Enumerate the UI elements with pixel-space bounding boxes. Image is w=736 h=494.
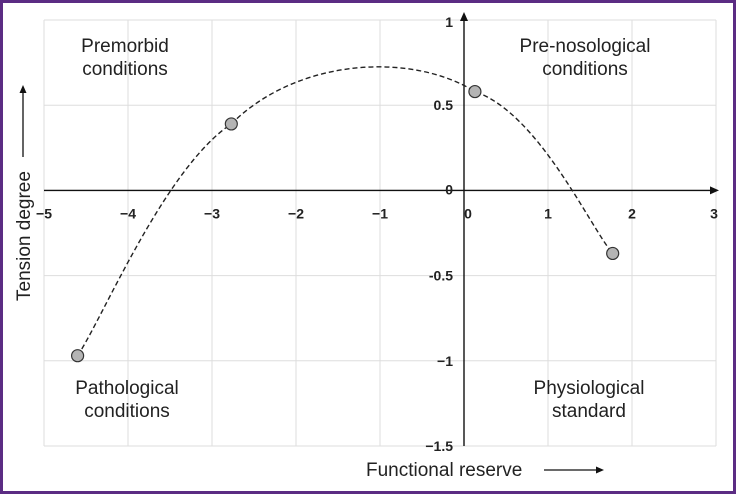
y-axis-label: Tension degree: [14, 171, 35, 301]
y-axis-arrowhead: [460, 12, 468, 21]
y-tick-label: -0.5: [429, 268, 453, 284]
x-tick-label: 2: [628, 205, 636, 221]
y-axis-title: Tension degree: [14, 85, 35, 301]
quadrant-label-line: conditions: [82, 59, 168, 80]
x-tick-label: 1: [544, 205, 552, 221]
data-point: [606, 246, 620, 261]
x-tick-label: −2: [288, 205, 304, 221]
quadrant-label-line: conditions: [84, 401, 170, 422]
data-point: [468, 84, 482, 99]
quadrant-label-line: Premorbid: [81, 36, 169, 57]
y-tick-labels: 1 0.5 0 -0.5 −1 −1.5: [425, 14, 453, 454]
quadrant-label-line: conditions: [542, 59, 628, 80]
x-tick-label: −1: [372, 205, 388, 221]
axes: [44, 12, 719, 446]
y-tick-label: 0: [445, 181, 453, 197]
data-point: [224, 117, 238, 131]
quadrant-label-line: Pathological: [75, 378, 179, 399]
trend-curve: [77, 66, 614, 357]
data-points: [70, 84, 620, 363]
quadrant-label-line: Physiological: [534, 378, 645, 399]
quadrant-label-line: standard: [552, 401, 626, 422]
x-axis-title: Functional reserve: [366, 460, 604, 481]
y-tick-label: −1.5: [425, 438, 453, 454]
y-tick-label: 1: [445, 14, 453, 30]
x-tick-label: 3: [710, 205, 718, 221]
trend-line: [77, 66, 614, 357]
x-tick-labels: −5 −4 −3 −2 −1 0 1 2 3: [36, 205, 718, 221]
x-axis-title-arrowhead: [596, 466, 604, 474]
y-tick-label: −1: [437, 353, 453, 369]
x-tick-label: 0: [464, 205, 472, 221]
quadrant-label-line: Pre-nosological: [520, 36, 651, 57]
x-axis-arrowhead: [710, 186, 719, 195]
quadrant-label-premorbid: Premorbid conditions: [81, 36, 169, 80]
x-axis-label: Functional reserve: [366, 460, 522, 481]
quadrant-label-physiological: Physiological standard: [534, 378, 645, 422]
y-axis-title-arrowhead: [19, 85, 27, 93]
x-tick-label: −5: [36, 205, 52, 221]
x-tick-label: −3: [204, 205, 220, 221]
y-tick-label: 0.5: [434, 97, 454, 113]
data-point: [70, 349, 85, 363]
quadrant-label-pathological: Pathological conditions: [75, 378, 179, 422]
x-tick-label: −4: [120, 205, 136, 221]
quadrant-label-prenosological: Pre-nosological conditions: [520, 36, 651, 80]
